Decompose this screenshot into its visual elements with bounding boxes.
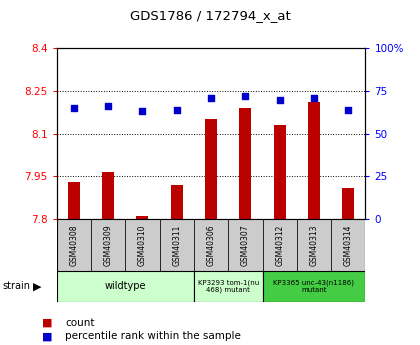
Text: GSM40314: GSM40314 <box>344 224 353 266</box>
Point <box>208 95 215 101</box>
Point <box>173 107 180 112</box>
Text: GSM40313: GSM40313 <box>310 224 318 266</box>
Text: wildtype: wildtype <box>105 282 146 291</box>
Bar <box>125 219 160 271</box>
Text: GSM40308: GSM40308 <box>69 224 79 266</box>
Bar <box>57 271 194 302</box>
Bar <box>102 172 114 219</box>
Text: ■: ■ <box>42 318 52 327</box>
Point <box>276 97 283 102</box>
Point <box>105 104 112 109</box>
Bar <box>308 102 320 219</box>
Text: GSM40312: GSM40312 <box>275 224 284 266</box>
Text: count: count <box>65 318 94 327</box>
Text: GSM40309: GSM40309 <box>104 224 113 266</box>
Bar <box>331 219 365 271</box>
Bar <box>194 219 228 271</box>
Bar <box>262 271 365 302</box>
Text: GSM40311: GSM40311 <box>172 224 181 266</box>
Text: ▶: ▶ <box>33 282 41 291</box>
Bar <box>68 182 80 219</box>
Text: ■: ■ <box>42 332 52 341</box>
Bar <box>160 219 194 271</box>
Point <box>71 105 77 111</box>
Bar <box>228 219 262 271</box>
Bar <box>57 219 91 271</box>
Text: GSM40306: GSM40306 <box>207 224 215 266</box>
Bar <box>239 108 251 219</box>
Text: percentile rank within the sample: percentile rank within the sample <box>65 332 241 341</box>
Point <box>310 95 318 101</box>
Bar <box>171 185 183 219</box>
Text: KP3293 tom-1(nu
468) mutant: KP3293 tom-1(nu 468) mutant <box>197 279 259 293</box>
Text: strain: strain <box>2 282 30 291</box>
Bar <box>91 219 125 271</box>
Bar <box>274 125 286 219</box>
Bar <box>262 219 297 271</box>
Point <box>139 109 146 114</box>
Bar <box>297 219 331 271</box>
Point <box>242 93 249 99</box>
Point <box>345 107 352 112</box>
Bar <box>205 119 217 219</box>
Text: GDS1786 / 172794_x_at: GDS1786 / 172794_x_at <box>130 9 290 22</box>
Bar <box>342 188 354 219</box>
Text: KP3365 unc-43(n1186)
mutant: KP3365 unc-43(n1186) mutant <box>273 279 354 293</box>
Text: GSM40310: GSM40310 <box>138 224 147 266</box>
Bar <box>136 216 148 219</box>
Bar <box>194 271 262 302</box>
Text: GSM40307: GSM40307 <box>241 224 250 266</box>
